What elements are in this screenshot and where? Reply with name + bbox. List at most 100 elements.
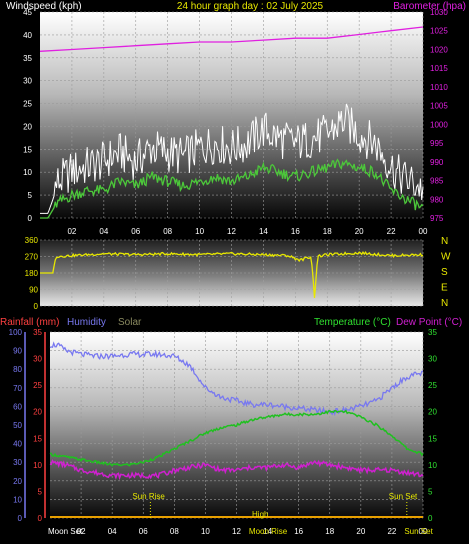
tick-label-hour: 10 bbox=[201, 527, 210, 536]
annotation-label: Sun Set bbox=[404, 527, 433, 536]
tick-label-temperature: 15 bbox=[428, 434, 437, 443]
tick-label-barometer: 990 bbox=[430, 158, 444, 167]
tick-label-temperature: 20 bbox=[428, 408, 437, 417]
tick-label-humidity: 0 bbox=[18, 514, 23, 523]
tick-label-barometer: 985 bbox=[430, 177, 444, 186]
tick-label-temperature: 10 bbox=[428, 461, 437, 470]
tick-label-hour: 12 bbox=[227, 227, 236, 236]
temperature-axis: 0 5 10 15 20 25 30 35 bbox=[428, 328, 437, 523]
tick-label-rain: 5 bbox=[38, 487, 43, 496]
tick-label-direction: 180 bbox=[25, 269, 39, 278]
annotation-label: Moon Rise bbox=[249, 527, 288, 536]
tick-label-windspeed: 20 bbox=[23, 122, 32, 131]
tick-label-humidity: 90 bbox=[13, 347, 22, 356]
legend-left-item: Humidity bbox=[67, 317, 106, 328]
tick-label-humidity: 30 bbox=[13, 458, 22, 467]
tick-label-windspeed: 40 bbox=[23, 31, 32, 40]
temp-series bbox=[49, 341, 424, 518]
compass-label: N bbox=[441, 236, 448, 247]
tick-label-direction: 90 bbox=[29, 286, 38, 295]
direction-axis: 0 90 180 270 360 bbox=[25, 236, 39, 311]
tick-label-humidity: 70 bbox=[13, 384, 22, 393]
series-barometer bbox=[39, 26, 424, 52]
tick-label-temperature: 5 bbox=[428, 487, 433, 496]
direction-panel-grid bbox=[40, 239, 424, 307]
compass-label: N bbox=[441, 298, 448, 309]
tick-label-hour: 16 bbox=[294, 527, 303, 536]
tick-label-hour: 14 bbox=[263, 527, 272, 536]
tick-label-windspeed: 0 bbox=[28, 214, 33, 223]
tick-label-humidity: 100 bbox=[9, 328, 23, 337]
series-wind-direction bbox=[40, 250, 424, 298]
tick-label-humidity: 80 bbox=[13, 365, 22, 374]
tick-label-hour: 00 bbox=[419, 227, 428, 236]
tick-label-rain: 0 bbox=[38, 514, 43, 523]
tick-label-barometer: 1030 bbox=[430, 8, 448, 17]
tick-label-hour: 14 bbox=[259, 227, 268, 236]
tick-label-hour: 20 bbox=[356, 527, 365, 536]
tick-label-hour: 04 bbox=[108, 527, 117, 536]
legend-left: Rainfall (mm) Humidity Solar bbox=[0, 317, 142, 328]
tick-label-windspeed: 10 bbox=[23, 168, 32, 177]
annotation-label: Sun Rise bbox=[132, 492, 165, 501]
tick-label-temperature: 0 bbox=[428, 514, 433, 523]
tick-label-barometer: 980 bbox=[430, 195, 444, 204]
wind-series bbox=[39, 26, 424, 219]
tick-label-barometer: 1020 bbox=[430, 45, 448, 54]
wind-panel-background bbox=[40, 12, 423, 218]
tick-label-barometer: 975 bbox=[430, 214, 444, 223]
tick-label-rain: 25 bbox=[33, 381, 42, 390]
tick-label-rain: 15 bbox=[33, 434, 42, 443]
legend-left-item: Solar bbox=[118, 317, 142, 328]
rain-axis: 0 5 10 15 20 25 30 35 bbox=[33, 328, 46, 523]
series-windspeed-gust bbox=[40, 103, 424, 214]
tick-label-barometer: 1015 bbox=[430, 64, 448, 73]
tick-label-hour: 08 bbox=[170, 527, 179, 536]
tick-label-temperature: 35 bbox=[428, 328, 437, 337]
compass-label: S bbox=[441, 267, 448, 278]
tick-label-rain: 30 bbox=[33, 355, 42, 364]
tick-label-hour: 22 bbox=[387, 527, 396, 536]
tick-label-hour: 08 bbox=[163, 227, 172, 236]
tick-label-hour: 06 bbox=[131, 227, 140, 236]
tick-label-windspeed: 15 bbox=[23, 145, 32, 154]
tick-label-direction: 0 bbox=[34, 302, 39, 311]
tick-label-rain: 20 bbox=[33, 408, 42, 417]
tick-label-hour: 04 bbox=[99, 227, 108, 236]
windspeed-title: Windspeed (kph) bbox=[6, 1, 82, 12]
annotation-label: Moon Set bbox=[48, 527, 83, 536]
series-humidity bbox=[49, 341, 424, 417]
windspeed-axis: 0 5 10 15 20 25 30 35 40 45 bbox=[23, 8, 32, 223]
compass-label: E bbox=[441, 283, 448, 294]
legend-right: Temperature (°C) Dew Point (°C) bbox=[314, 317, 462, 328]
barometer-axis: 975 980 985 990 995 1000 1005 1010 1015 1020 1025 1… bbox=[430, 8, 448, 223]
tick-label-direction: 270 bbox=[25, 253, 39, 262]
tick-label-humidity: 60 bbox=[13, 402, 22, 411]
tick-label-rain: 35 bbox=[33, 328, 42, 337]
tick-label-windspeed: 5 bbox=[28, 191, 33, 200]
tick-label-humidity: 40 bbox=[13, 440, 22, 449]
temp-panel-grid bbox=[50, 331, 424, 519]
barometer-title: Barometer (hpa) bbox=[393, 1, 466, 12]
annotation-label: Sun Set bbox=[389, 492, 418, 501]
series-windspeed bbox=[40, 158, 424, 219]
wind-time-axis: 02 04 06 08 10 12 14 16 18 20 22 00 bbox=[67, 227, 428, 236]
temp-time-axis: 02 04 06 08 10 12 14 16 18 20 22 00 bbox=[77, 527, 428, 536]
tick-label-windspeed: 45 bbox=[23, 8, 32, 17]
tick-label-hour: 18 bbox=[325, 527, 334, 536]
annotation-label: High bbox=[252, 510, 268, 519]
tick-label-hour: 16 bbox=[291, 227, 300, 236]
tick-label-humidity: 50 bbox=[13, 421, 22, 430]
astro-annotations: Moon Set Sun Rise High Moon Rise Sun Set Sun … bbox=[48, 492, 434, 536]
tick-label-barometer: 995 bbox=[430, 139, 444, 148]
tick-label-windspeed: 30 bbox=[23, 77, 32, 86]
tick-label-hour: 00 bbox=[419, 527, 428, 536]
tick-label-humidity: 20 bbox=[13, 477, 22, 486]
tick-label-rain: 10 bbox=[33, 461, 42, 470]
tick-label-hour: 02 bbox=[67, 227, 76, 236]
tick-label-barometer: 1010 bbox=[430, 83, 448, 92]
direction-series bbox=[40, 250, 424, 298]
tick-label-hour: 10 bbox=[195, 227, 204, 236]
